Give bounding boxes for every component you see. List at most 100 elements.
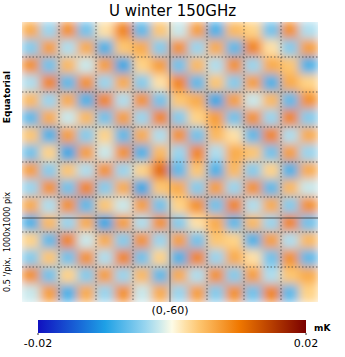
cell bbox=[151, 39, 171, 58]
grid-line bbox=[22, 218, 318, 219]
cell bbox=[114, 127, 134, 146]
cell bbox=[22, 74, 41, 93]
cell bbox=[188, 92, 208, 111]
cell bbox=[299, 197, 318, 216]
cell bbox=[151, 232, 171, 251]
grid-line bbox=[22, 232, 318, 233]
cell bbox=[299, 249, 318, 268]
cell bbox=[22, 144, 41, 163]
cell bbox=[188, 22, 208, 40]
cell bbox=[188, 214, 208, 233]
cell bbox=[225, 232, 245, 251]
colorbar bbox=[38, 320, 306, 333]
cell bbox=[77, 197, 97, 216]
cell bbox=[133, 144, 153, 163]
cell bbox=[207, 109, 227, 128]
cell bbox=[299, 127, 318, 146]
cell bbox=[114, 267, 134, 286]
cell bbox=[96, 249, 116, 268]
grid-line bbox=[244, 22, 245, 302]
cell bbox=[151, 284, 171, 302]
cell bbox=[188, 284, 208, 302]
cell bbox=[262, 249, 282, 268]
cell bbox=[170, 57, 190, 76]
cell bbox=[77, 144, 97, 163]
cells bbox=[22, 22, 318, 302]
cell bbox=[244, 267, 264, 286]
cell bbox=[96, 109, 116, 128]
cell bbox=[59, 197, 79, 216]
cell bbox=[133, 197, 153, 216]
cell bbox=[207, 57, 227, 76]
cell bbox=[244, 179, 264, 198]
cell bbox=[281, 214, 301, 233]
cell bbox=[151, 249, 171, 268]
cell bbox=[133, 22, 153, 40]
cell bbox=[40, 57, 60, 76]
cell bbox=[207, 162, 227, 181]
graticule bbox=[22, 22, 318, 302]
cell bbox=[244, 57, 264, 76]
cell bbox=[225, 127, 245, 146]
cell bbox=[22, 162, 41, 181]
cell bbox=[170, 92, 190, 111]
cell bbox=[225, 144, 245, 163]
cell bbox=[188, 127, 208, 146]
cell bbox=[244, 284, 264, 302]
cell bbox=[262, 162, 282, 181]
cell bbox=[40, 179, 60, 198]
cell bbox=[59, 92, 79, 111]
cell bbox=[96, 22, 116, 40]
cell bbox=[188, 179, 208, 198]
grid-line bbox=[281, 22, 282, 302]
cell bbox=[40, 109, 60, 128]
cell bbox=[151, 22, 171, 40]
cell bbox=[188, 267, 208, 286]
cell bbox=[96, 92, 116, 111]
cell bbox=[262, 144, 282, 163]
cell bbox=[96, 144, 116, 163]
cell bbox=[281, 284, 301, 302]
cell bbox=[77, 74, 97, 93]
cell bbox=[244, 214, 264, 233]
cell bbox=[96, 267, 116, 286]
cell bbox=[225, 39, 245, 58]
cell bbox=[170, 197, 190, 216]
cell bbox=[151, 197, 171, 216]
cell bbox=[225, 179, 245, 198]
cell bbox=[262, 197, 282, 216]
cell bbox=[225, 74, 245, 93]
cell bbox=[133, 127, 153, 146]
cell bbox=[151, 109, 171, 128]
cell bbox=[225, 284, 245, 302]
cell bbox=[133, 57, 153, 76]
cell bbox=[262, 57, 282, 76]
cell bbox=[77, 232, 97, 251]
resolution-label: 0.5 '/pix, 1000x1000 pix bbox=[3, 192, 12, 292]
cell bbox=[96, 39, 116, 58]
cell bbox=[225, 267, 245, 286]
cell bbox=[225, 162, 245, 181]
cell bbox=[207, 39, 227, 58]
cell bbox=[299, 74, 318, 93]
cell bbox=[262, 179, 282, 198]
cell bbox=[188, 39, 208, 58]
cell bbox=[151, 74, 171, 93]
cell bbox=[299, 284, 318, 302]
cell bbox=[40, 197, 60, 216]
cell bbox=[244, 109, 264, 128]
cell bbox=[59, 39, 79, 58]
cell bbox=[188, 232, 208, 251]
grid-line bbox=[207, 22, 208, 302]
cell bbox=[133, 179, 153, 198]
colorbar-tick bbox=[306, 333, 307, 335]
grid-line bbox=[59, 22, 60, 302]
cell bbox=[262, 22, 282, 40]
cell bbox=[77, 127, 97, 146]
cell bbox=[40, 214, 60, 233]
cell bbox=[299, 57, 318, 76]
cell bbox=[77, 284, 97, 302]
cell bbox=[96, 284, 116, 302]
cell bbox=[281, 127, 301, 146]
cell bbox=[188, 197, 208, 216]
